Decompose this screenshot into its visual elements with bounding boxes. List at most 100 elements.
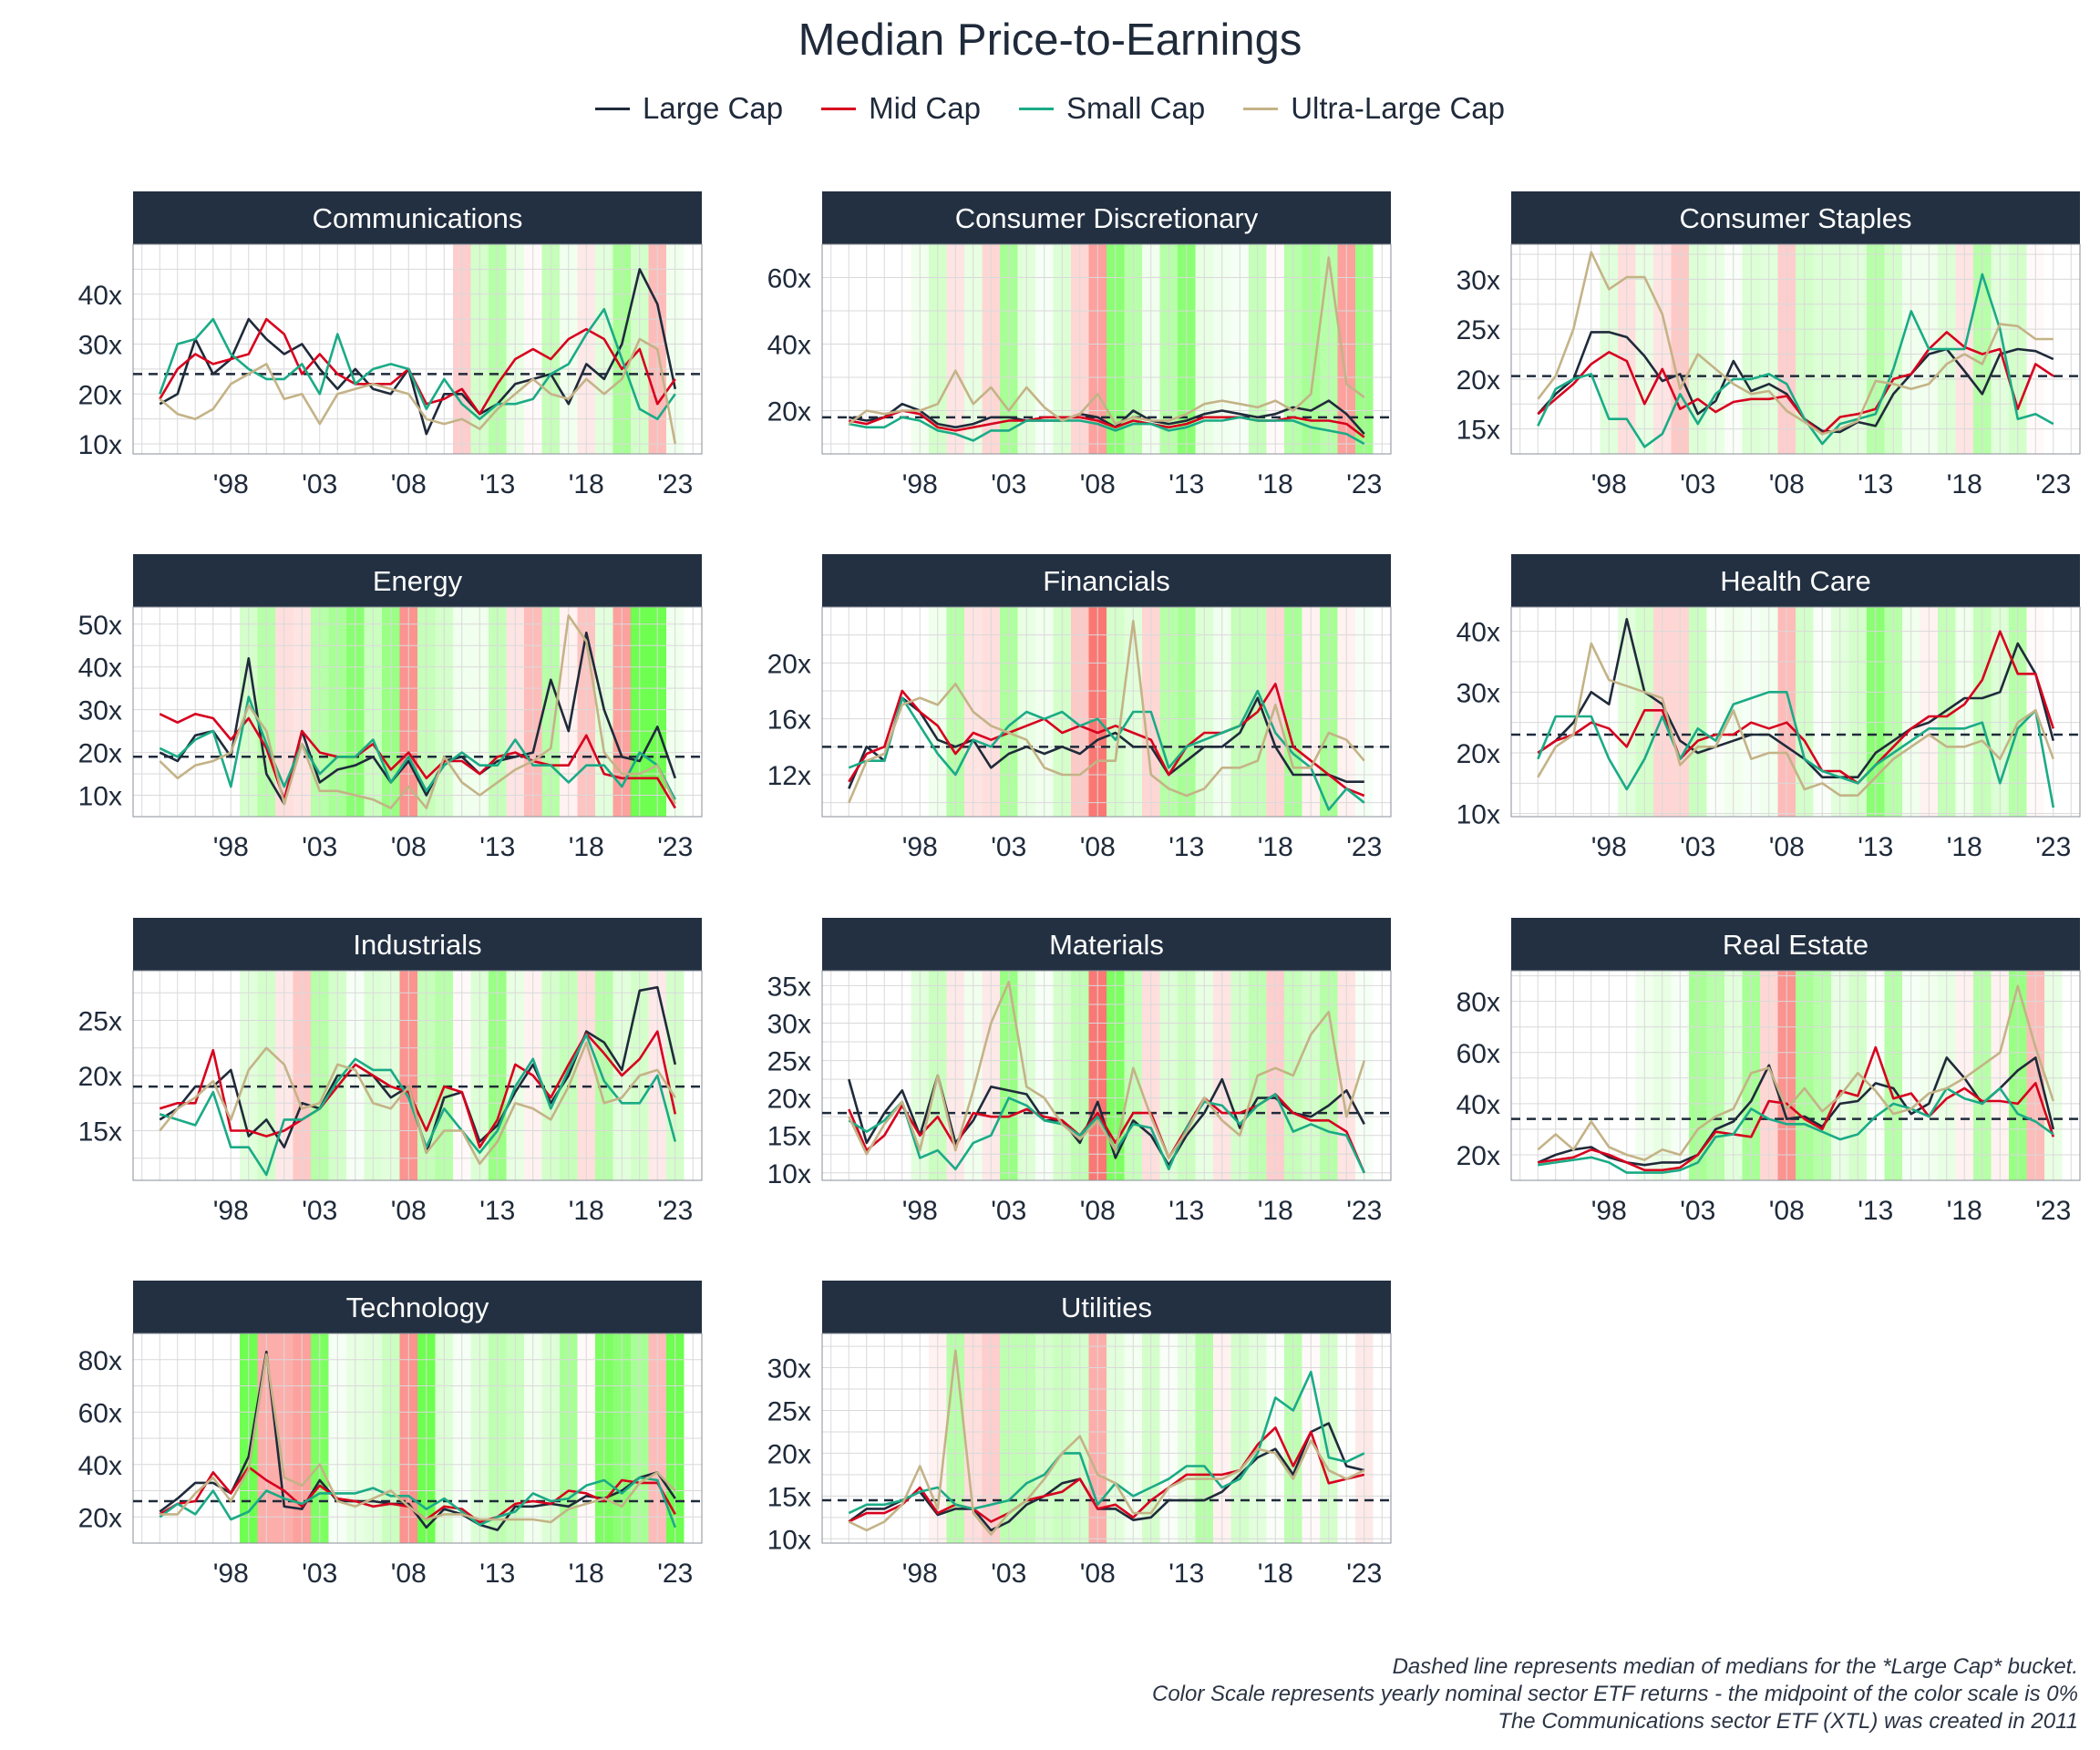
series-line-ultra-large-cap — [1537, 984, 2055, 1161]
y-tick-label: 60x — [767, 264, 811, 294]
x-tick-label: '23 — [657, 469, 693, 499]
series-line-ultra-large-cap — [848, 256, 1365, 426]
y-tick-label: 40x — [1457, 618, 1500, 648]
x-tick-label: '98 — [213, 1196, 249, 1226]
panel-strip — [822, 554, 1391, 607]
y-tick-label: 40x — [78, 654, 122, 684]
x-tick-label: '98 — [213, 1559, 249, 1589]
x-tick-label: '98 — [1591, 832, 1627, 862]
legend: Large Cap Mid Cap Small Cap Ultra-Large … — [0, 91, 2100, 126]
legend-label-ultra-large-cap: Ultra-Large Cap — [1291, 91, 1505, 125]
x-tick-label: '23 — [657, 832, 693, 862]
x-tick-label: '98 — [1591, 1196, 1627, 1226]
y-tick-label: 20x — [1457, 1141, 1500, 1171]
y-tick-label: 10x — [78, 782, 122, 812]
x-tick-label: '03 — [991, 832, 1026, 862]
x-tick-label: '18 — [569, 1196, 604, 1226]
panel-title: Energy — [373, 565, 463, 597]
series-line-small-cap — [849, 416, 1365, 446]
y-tick-label: 30x — [1457, 265, 1500, 295]
series-line-ultra-large-cap — [848, 981, 1366, 1159]
y-tick-label: 40x — [1457, 1090, 1500, 1120]
x-tick-label: '08 — [1769, 1196, 1805, 1226]
y-tick-label: 20x — [767, 1439, 811, 1469]
x-tick-label: '03 — [302, 1196, 337, 1226]
panel-title: Real Estate — [1723, 929, 1868, 961]
panel-strip — [822, 918, 1391, 971]
plot-border — [132, 1333, 703, 1544]
series-line-ultra-large-cap — [848, 619, 1365, 804]
x-tick-label: '03 — [991, 469, 1026, 499]
x-tick-label: '23 — [657, 1559, 693, 1589]
x-tick-label: '18 — [1258, 1196, 1293, 1226]
series-line-mid-cap — [159, 712, 676, 809]
x-tick-label: '08 — [1080, 1559, 1116, 1589]
y-tick-label: 80x — [1457, 988, 1500, 1018]
x-tick-label: '18 — [1258, 469, 1293, 499]
series-line-ultra-large-cap — [160, 1353, 676, 1524]
panel-consumer-staples: Consumer Staples 15x 20x 25x 30x '98 '03 '08 '13… — [1457, 191, 2081, 499]
x-tick-label: '18 — [1947, 1196, 1982, 1226]
legend-item-small-cap: Small Cap — [1018, 91, 1206, 126]
plot-border — [132, 970, 703, 1181]
x-tick-label: '08 — [391, 1196, 427, 1226]
y-tick-label: 30x — [78, 696, 122, 726]
panel-financials: Financials 12x 16x 20x '98 '03 '08 '13 '18 '23 — [767, 554, 1392, 862]
x-tick-label: '13 — [1168, 1196, 1204, 1226]
x-tick-label: '13 — [1858, 1196, 1893, 1226]
x-tick-label: '18 — [1258, 832, 1293, 862]
x-tick-label: '03 — [991, 1559, 1026, 1589]
panel-strip — [133, 191, 702, 244]
gridlines — [822, 971, 1391, 1180]
series-line-large-cap — [159, 268, 677, 436]
panel-energy: Energy 10x 20x 30x 40x 50x '98 '03 '08 '13 '18 '23 — [78, 554, 703, 862]
x-tick-label: '13 — [1168, 832, 1204, 862]
series-line-mid-cap — [1538, 1045, 2055, 1172]
x-tick-label: '18 — [1947, 832, 1982, 862]
y-tick-label: 20x — [78, 739, 122, 769]
panel-strip — [133, 1281, 702, 1333]
series-line-ultra-large-cap — [1537, 642, 2055, 798]
legend-swatch-ultra-large-cap — [1243, 107, 1279, 110]
x-tick-label: '23 — [657, 1196, 693, 1226]
series-line-ultra-large-cap — [159, 614, 676, 809]
y-tick-label: 10x — [767, 1159, 811, 1189]
legend-label-small-cap: Small Cap — [1065, 91, 1206, 125]
x-tick-label: '08 — [1769, 832, 1805, 862]
plot-border — [821, 606, 1392, 818]
plot-border — [132, 606, 703, 818]
y-tick-label: 16x — [767, 705, 811, 736]
y-tick-label: 20x — [767, 397, 811, 427]
y-tick-label: 20x — [78, 1062, 122, 1092]
panel-strip — [822, 1281, 1391, 1333]
x-tick-label: '23 — [1346, 1196, 1382, 1226]
panel-strip — [1511, 918, 2080, 971]
panel-strip — [133, 554, 702, 607]
footnote-xtl: The Communications sector ETF (XTL) was … — [1498, 1709, 2078, 1734]
legend-label-mid-cap: Mid Cap — [869, 91, 981, 125]
series-line-small-cap — [159, 1476, 677, 1529]
panel-title: Consumer Discretionary — [955, 202, 1259, 234]
legend-swatch-small-cap — [1018, 107, 1054, 110]
plot-border — [1510, 243, 2081, 455]
panel-title: Utilities — [1061, 1292, 1152, 1323]
x-tick-label: '18 — [569, 1559, 604, 1589]
series-line-mid-cap — [159, 1030, 677, 1148]
return-bands — [911, 971, 1374, 1180]
x-tick-label: '98 — [902, 1559, 938, 1589]
panel-consumer-discretionary: Consumer Discretionary 20x 40x 60x '98 '03 '08… — [767, 191, 1392, 499]
legend-swatch-large-cap — [594, 107, 630, 110]
y-tick-label: 12x — [767, 761, 811, 791]
panel-real-estate: Real Estate 20x 40x 60x 80x '98 '03 '08 '13 '18 '2… — [1457, 918, 2081, 1226]
x-tick-label: '08 — [1080, 832, 1116, 862]
x-tick-label: '13 — [1168, 1559, 1204, 1589]
x-tick-label: '08 — [1080, 1196, 1116, 1226]
y-tick-label: 15x — [1457, 416, 1500, 446]
x-tick-label: '08 — [1080, 469, 1116, 499]
series-line-large-cap — [1537, 617, 2055, 779]
legend-item-ultra-large-cap: Ultra-Large Cap — [1243, 91, 1505, 126]
panel-industrials: Industrials 15x 20x 25x '98 '03 '08 '13 '18 '23 — [78, 918, 703, 1226]
plot-border — [821, 1333, 1392, 1544]
y-tick-label: 25x — [1457, 315, 1500, 345]
series-line-mid-cap — [1537, 331, 2054, 436]
